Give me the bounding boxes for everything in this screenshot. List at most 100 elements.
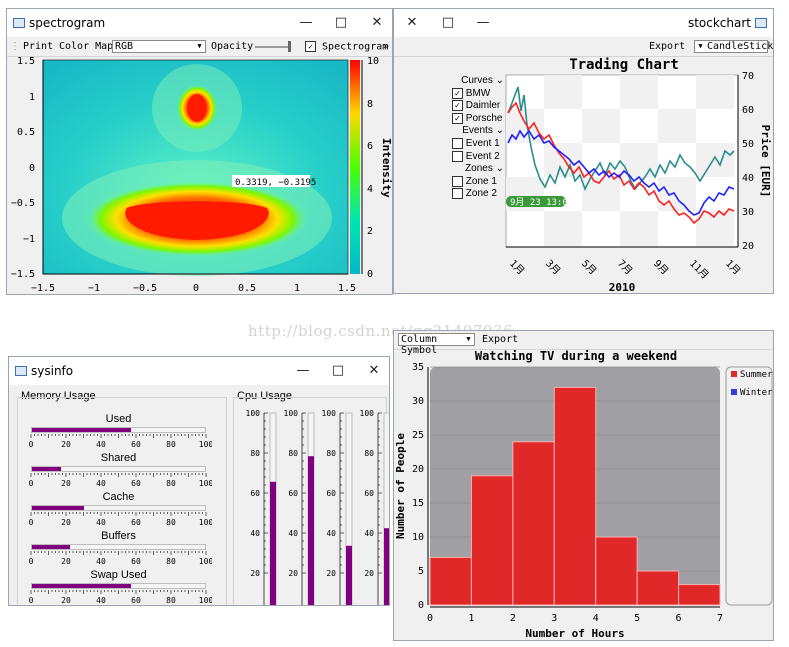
histogram-bar: [595, 536, 638, 606]
mode-select[interactable]: ▼ CandleSticks: [694, 40, 773, 53]
memory-bar-fill: [32, 428, 131, 432]
legend-header-zones[interactable]: Zones ⌄: [465, 163, 504, 175]
x-tick: 0: [427, 613, 433, 624]
app-icon: [15, 366, 27, 376]
cpu-scale-tick: 20: [364, 569, 374, 578]
x-axis: 1月 3月 5月 7月 9月 11月 1月: [506, 246, 743, 282]
y-tick: 20: [742, 241, 754, 252]
legend-item-zone-1[interactable]: Zone 1: [432, 175, 504, 189]
chevron-down-icon: ⌄: [495, 163, 504, 175]
legend-swatch-summer: [731, 371, 737, 377]
histogram-toolbar: Column Symbol ▼ Export: [394, 331, 773, 356]
legend-item-event-1[interactable]: Event 1: [432, 137, 504, 151]
checkbox-checked-icon[interactable]: ✓: [305, 41, 316, 52]
memory-bar: [31, 466, 206, 472]
maximize-button[interactable]: □: [441, 15, 455, 30]
colorbar-tick: 0: [367, 269, 373, 280]
print-button[interactable]: Print: [23, 41, 54, 52]
maximize-button[interactable]: □: [334, 15, 348, 30]
checkbox-icon[interactable]: [452, 175, 463, 187]
chart-title: Trading Chart: [569, 57, 679, 73]
checkbox-checked-icon[interactable]: ✓: [452, 87, 463, 99]
x-tick: 9月: [651, 257, 671, 277]
export-button[interactable]: Export: [482, 334, 519, 345]
sysinfo-titlebar[interactable]: sysinfo — □ ✕: [9, 357, 389, 385]
toolbar-overflow-icon[interactable]: »: [383, 41, 390, 52]
memory-scale-tick: 20: [61, 518, 71, 527]
lower-core: [125, 201, 269, 240]
x-tick: 1月: [723, 257, 743, 277]
legend-item-bmw[interactable]: ✓ BMW: [432, 87, 504, 101]
colorbar-title: Intensity: [380, 138, 393, 198]
memory-group: [17, 397, 227, 605]
spectrogram-toggle[interactable]: ✓ Spectrogram: [305, 41, 388, 53]
cpu-scale-tick: 60: [250, 489, 260, 498]
x-tick: 1: [294, 283, 300, 294]
x-tick: 6: [676, 613, 682, 624]
y-tick: 0: [29, 163, 35, 174]
colormap-select[interactable]: RGB ▼: [112, 40, 206, 53]
memory-scale-tick: 60: [131, 479, 141, 488]
minimize-button[interactable]: —: [296, 363, 310, 378]
zone-checkerboard: [506, 75, 734, 247]
colormap-label: Color Map: [59, 41, 114, 52]
histogram-window: Column Symbol ▼ Export Watching TV durin…: [393, 330, 774, 641]
maximize-button[interactable]: □: [331, 363, 345, 378]
close-button[interactable]: ✕: [406, 15, 418, 30]
cpu-scale-tick: 80: [250, 449, 260, 458]
memory-scale-tick: 20: [61, 440, 71, 449]
export-button[interactable]: Export: [649, 41, 686, 52]
tooltip-box: [232, 175, 310, 187]
cpu-scale-tick: 80: [364, 449, 374, 458]
legend-item-event-2[interactable]: Event 2: [432, 150, 504, 164]
close-button[interactable]: ✕: [371, 15, 383, 30]
series-porsche: [507, 86, 735, 192]
cpu-scale-tick: 40: [288, 529, 298, 538]
y-tick: −0.5: [11, 198, 35, 209]
cpu-group-title: Cpu Usage: [237, 390, 293, 402]
cpu-scale-tick: 60: [288, 489, 298, 498]
y-tick: 20: [412, 464, 424, 475]
minimize-button[interactable]: —: [299, 15, 313, 30]
minimize-button[interactable]: —: [476, 15, 490, 30]
memory-scale: 0 20 40 60 80 100: [29, 590, 212, 605]
legend-item-porsche[interactable]: ✓ Porsche: [432, 112, 504, 126]
spectrogram-titlebar[interactable]: spectrogram — □ ✕: [7, 9, 392, 37]
legend-item-zone-2[interactable]: Zone 2: [432, 188, 504, 201]
x-tick: 1.5: [338, 283, 356, 294]
checkbox-icon[interactable]: [452, 137, 463, 149]
checkbox-icon[interactable]: [452, 188, 463, 200]
memory-scale-tick: 60: [131, 596, 141, 605]
memory-scale-tick: 0: [29, 518, 34, 527]
histogram-chart: Watching TV during a weekend 05101520253…: [394, 349, 773, 640]
memory-scale-tick: 40: [96, 557, 106, 566]
memory-scale-tick: 60: [131, 557, 141, 566]
symbol-mode-select[interactable]: Column Symbol ▼: [398, 333, 475, 356]
y-tick: 15: [412, 498, 424, 509]
stockchart-titlebar[interactable]: ✕ □ — stockchart: [394, 9, 773, 37]
legend-item-daimler[interactable]: ✓ Daimler: [432, 100, 504, 113]
x-tick: −0.5: [133, 283, 157, 294]
histogram-bar: [678, 584, 721, 606]
checkbox-checked-icon[interactable]: ✓: [452, 112, 463, 124]
x-tick: 5: [634, 613, 640, 624]
memory-bar-label: Cache: [102, 491, 135, 503]
memory-bar-fill: [32, 467, 62, 471]
legend-header-events[interactable]: Events ⌄: [462, 125, 504, 137]
y-tick: 0.5: [17, 127, 35, 138]
legend-header-curves[interactable]: Curves ⌄: [461, 75, 504, 86]
checkbox-checked-icon[interactable]: ✓: [452, 100, 463, 112]
trading-chart: Trading Chart 9月 23 13:08 70 60 50 40 30…: [505, 57, 772, 293]
y-tick: 40: [742, 173, 754, 184]
memory-scale-tick: 80: [166, 557, 176, 566]
close-button[interactable]: ✕: [368, 363, 380, 378]
memory-scale-tick: 80: [166, 518, 176, 527]
opacity-label: Opacity: [211, 41, 254, 52]
checkbox-icon[interactable]: [452, 150, 463, 162]
stockchart-toolbar: Export ▼ CandleSticks: [394, 38, 773, 57]
opacity-slider[interactable]: [255, 46, 289, 48]
y-axis-title: Number of People: [394, 433, 407, 539]
colorbar-tick: 4: [367, 184, 373, 195]
y-axis-title: Price [EUR]: [759, 125, 772, 198]
opacity-slider-handle[interactable]: [288, 41, 291, 52]
